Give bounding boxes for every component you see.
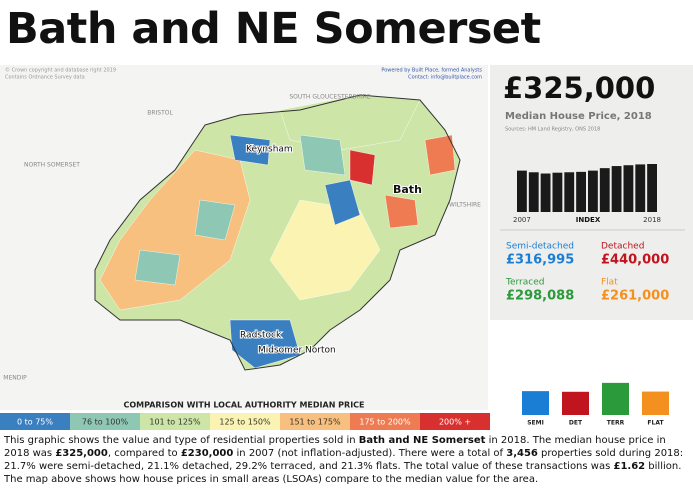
type-name: Semi-detached	[506, 242, 574, 252]
legend-swatch	[70, 413, 140, 430]
legend-swatch	[140, 413, 210, 430]
type-price: £316,995	[506, 253, 574, 268]
sources: Sources: HM Land Registry, ONS 2018	[505, 127, 600, 133]
index-bar	[517, 170, 527, 212]
share-label: FLAT	[647, 420, 664, 427]
legend-label: 0 to 75%	[17, 418, 53, 427]
description-text: in 2007 (not inflation-adjusted). There …	[233, 448, 507, 459]
index-bar	[528, 172, 539, 212]
type-price: £261,000	[601, 289, 669, 304]
description: This graphic shows the value and type of…	[4, 434, 690, 486]
description-text: in 2018. The median house price in 2018 …	[4, 435, 666, 459]
type-name: Flat	[601, 278, 618, 288]
legend-swatch	[420, 413, 490, 430]
x-tick-label: 2018	[643, 216, 661, 224]
map-label: WILTSHIRE	[449, 202, 481, 209]
index-bar	[623, 165, 634, 212]
description-text: This graphic shows the value and type of…	[4, 435, 359, 446]
index-bar	[611, 166, 622, 212]
description-text: , compared to	[107, 448, 181, 459]
type-price: £298,088	[506, 289, 574, 304]
map-label: SOUTH GLOUCESTERSHIRE	[289, 94, 371, 101]
median-price: £325,000	[503, 71, 655, 105]
description-text: £1.62	[613, 461, 646, 472]
description-text: £230,000	[180, 448, 234, 459]
infographic: © Crown copyright and database right 201…	[0, 65, 693, 430]
share-label: DET	[569, 420, 583, 427]
map-credit: Contains Ordnance Survey data	[5, 75, 85, 81]
map-regions	[94, 94, 461, 371]
map-label: Radstock	[240, 331, 282, 341]
x-axis-label: INDEX	[576, 216, 601, 224]
map-boundary	[94, 94, 461, 371]
description-text: 3,456	[506, 448, 538, 459]
index-bar	[540, 173, 551, 212]
title: Bath and NE Somerset	[6, 4, 541, 54]
index-bar	[552, 172, 563, 212]
type-name: Terraced	[505, 278, 544, 288]
legend-label: 200% +	[439, 418, 471, 427]
index-bar	[647, 164, 657, 212]
share-bar	[642, 391, 669, 415]
description-text: £325,000	[55, 448, 108, 459]
index-bar	[576, 171, 586, 212]
description-text: Bath and NE Somerset	[358, 435, 486, 446]
map-label: MENDIP	[3, 375, 27, 382]
type-name: Detached	[601, 242, 644, 252]
share-bar	[602, 382, 629, 415]
description-text: properties sold during 2018: 21.7% were …	[4, 448, 684, 472]
legend-swatch	[210, 413, 280, 430]
legend-swatch	[280, 413, 350, 430]
legend-label: 76 to 100%	[82, 418, 129, 427]
legend-label: 151 to 175%	[289, 418, 341, 427]
index-bar	[588, 170, 598, 212]
map-label: BRISTOL	[147, 110, 173, 117]
map-credit: © Crown copyright and database right 201…	[5, 67, 116, 74]
map-label: Bath	[393, 183, 422, 196]
index-bar	[599, 168, 610, 212]
legend-label: 125 to 150%	[219, 418, 271, 427]
map-label: NORTH SOMERSET	[24, 162, 80, 169]
map-credit: Contact: info@builtplace.com	[408, 75, 482, 81]
median-label: Median House Price, 2018	[505, 111, 652, 122]
type-price: £440,000	[601, 253, 669, 268]
index-bar	[564, 172, 575, 212]
index-bar	[635, 164, 646, 212]
map-label: Keynsham	[246, 145, 293, 155]
legend-swatch	[0, 413, 70, 430]
map-label: Midsomer Norton	[258, 346, 336, 356]
share-bar	[562, 391, 589, 415]
share-bar	[522, 391, 549, 415]
legend-swatch	[350, 413, 420, 430]
share-label: TERR	[607, 420, 625, 427]
x-tick-label: 2007	[513, 216, 531, 224]
description-text: billion. The map above shows how house p…	[4, 461, 682, 485]
legend-label: 101 to 125%	[149, 418, 201, 427]
share-label: SEMI	[527, 420, 544, 427]
legend-title: COMPARISON WITH LOCAL AUTHORITY MEDIAN P…	[123, 401, 364, 410]
map-credit: Powered by Built Place, formed Analysts	[381, 68, 482, 74]
legend-label: 175 to 200%	[359, 418, 411, 427]
